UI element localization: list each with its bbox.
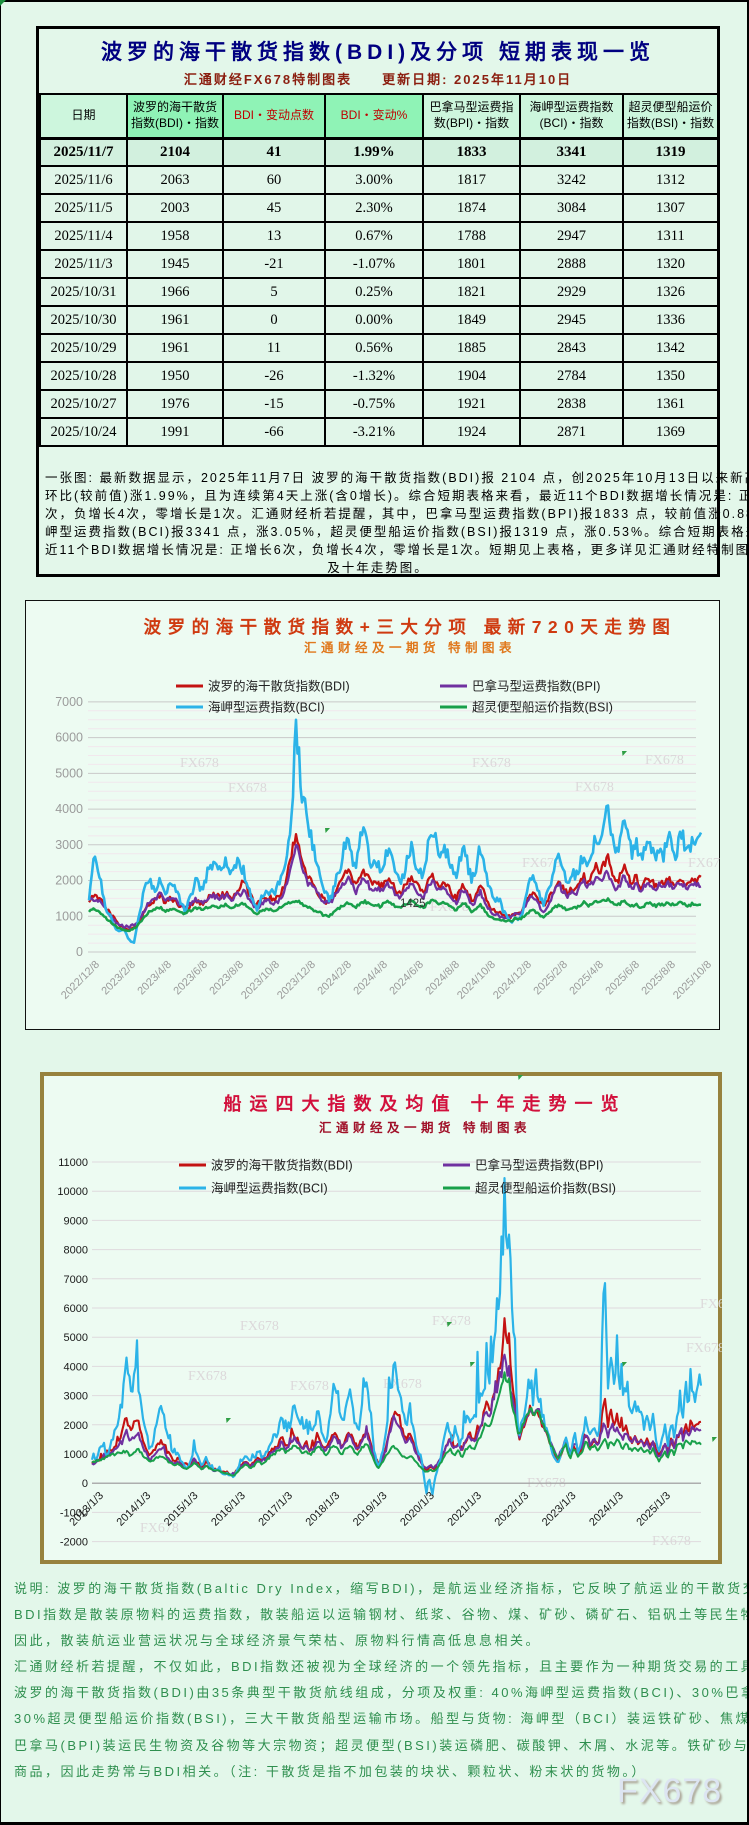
svg-text:超灵便型船运价指数(BSI): 超灵便型船运价指数(BSI) bbox=[472, 700, 613, 715]
svg-text:FX678: FX678 bbox=[228, 781, 267, 796]
svg-text:7000: 7000 bbox=[64, 1274, 88, 1286]
svg-text:汇通财经及一期货 特制图表: 汇通财经及一期货 特制图表 bbox=[319, 1120, 531, 1135]
svg-text:FX678: FX678 bbox=[432, 1314, 471, 1329]
svg-text:7000: 7000 bbox=[55, 695, 83, 709]
svg-text:-2000: -2000 bbox=[60, 1537, 88, 1549]
svg-text:1000: 1000 bbox=[55, 909, 83, 923]
svg-text:FX678: FX678 bbox=[686, 1341, 722, 1356]
svg-text:FX678: FX678 bbox=[472, 756, 511, 771]
svg-text:9000: 9000 bbox=[64, 1215, 88, 1227]
svg-text:FX678: FX678 bbox=[700, 1297, 722, 1312]
svg-text:FX678: FX678 bbox=[140, 1521, 179, 1536]
svg-text:10000: 10000 bbox=[57, 1186, 88, 1198]
svg-text:FX678: FX678 bbox=[688, 856, 720, 871]
svg-text:FX678: FX678 bbox=[180, 756, 219, 771]
svg-text:FX678: FX678 bbox=[188, 1369, 227, 1384]
svg-text:FX678: FX678 bbox=[652, 1534, 691, 1549]
svg-text:8000: 8000 bbox=[64, 1245, 88, 1257]
svg-text:FX678: FX678 bbox=[522, 856, 561, 871]
svg-text:-1000: -1000 bbox=[60, 1507, 88, 1519]
svg-text:2000: 2000 bbox=[64, 1420, 88, 1432]
svg-text:波罗的海干散货指数(BDI): 波罗的海干散货指数(BDI) bbox=[211, 1158, 353, 1173]
svg-text:4000: 4000 bbox=[55, 802, 83, 816]
svg-text:0: 0 bbox=[76, 945, 83, 959]
svg-text:FX678: FX678 bbox=[290, 1379, 329, 1394]
svg-text:波罗的海干散货指数+三大分项 最新720天走势图: 波罗的海干散货指数+三大分项 最新720天走势图 bbox=[144, 617, 677, 637]
svg-text:1425: 1425 bbox=[400, 898, 426, 910]
svg-text:6000: 6000 bbox=[55, 731, 83, 745]
svg-text:汇通财经及一期货 特制图表: 汇通财经及一期货 特制图表 bbox=[304, 640, 516, 655]
svg-text:巴拿马型运费指数(BPI): 巴拿马型运费指数(BPI) bbox=[475, 1158, 603, 1173]
svg-text:2000: 2000 bbox=[55, 874, 83, 888]
svg-text:海岬型运费指数(BCI): 海岬型运费指数(BCI) bbox=[208, 700, 325, 715]
svg-text:5000: 5000 bbox=[55, 766, 83, 780]
svg-text:海岬型运费指数(BCI): 海岬型运费指数(BCI) bbox=[211, 1181, 328, 1196]
svg-text:6000: 6000 bbox=[64, 1303, 88, 1315]
svg-text:波罗的海干散货指数(BDI): 波罗的海干散货指数(BDI) bbox=[208, 679, 350, 694]
svg-text:0: 0 bbox=[82, 1478, 88, 1490]
svg-text:FX678: FX678 bbox=[575, 780, 614, 795]
svg-text:超灵便型船运价指数(BSI): 超灵便型船运价指数(BSI) bbox=[475, 1181, 616, 1196]
svg-text:3000: 3000 bbox=[64, 1391, 88, 1403]
svg-text:3000: 3000 bbox=[55, 838, 83, 852]
svg-text:巴拿马型运费指数(BPI): 巴拿马型运费指数(BPI) bbox=[472, 679, 600, 694]
svg-text:4000: 4000 bbox=[64, 1361, 88, 1373]
svg-text:5000: 5000 bbox=[64, 1332, 88, 1344]
svg-text:FX678: FX678 bbox=[645, 753, 684, 768]
svg-text:船运四大指数及均值 十年走势一览: 船运四大指数及均值 十年走势一览 bbox=[224, 1093, 627, 1114]
svg-text:1000: 1000 bbox=[64, 1449, 88, 1461]
svg-text:FX678: FX678 bbox=[240, 1319, 279, 1334]
svg-text:11000: 11000 bbox=[58, 1157, 88, 1169]
